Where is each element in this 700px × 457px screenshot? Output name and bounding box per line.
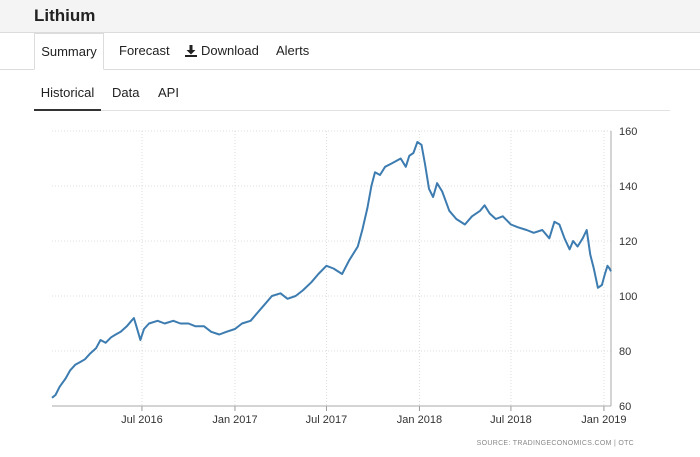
main-tabs: Summary Forecast Download Alerts (0, 33, 700, 70)
subtab-historical[interactable]: Historical (34, 76, 101, 111)
subtab-api-label: API (158, 85, 179, 100)
y-tick-label: 120 (619, 236, 637, 248)
subtab-data[interactable]: Data (112, 76, 139, 110)
subtab-historical-label: Historical (40, 85, 95, 100)
x-tick-label: Jul 2017 (306, 414, 348, 426)
x-tick-label: Jul 2018 (490, 414, 532, 426)
price-series-line (51, 141, 612, 399)
tab-download[interactable]: Download (185, 33, 259, 70)
y-tick-label: 80 (619, 346, 631, 358)
tab-alerts-label: Alerts (276, 43, 310, 58)
tab-download-label: Download (201, 43, 259, 58)
sub-tabs: Historical Data API (34, 76, 670, 111)
x-tick-label: Jan 2018 (397, 414, 442, 426)
subtab-data-label: Data (112, 85, 140, 100)
x-tick-label: Jan 2017 (212, 414, 257, 426)
tab-forecast-label: Forecast (119, 43, 170, 58)
tab-summary[interactable]: Summary (34, 33, 104, 70)
subtab-api[interactable]: API (158, 76, 179, 110)
tab-summary-label: Summary (41, 44, 97, 59)
y-tick-label: 160 (619, 126, 637, 138)
y-tick-label: 60 (619, 401, 631, 413)
x-tick-label: Jan 2019 (581, 414, 626, 426)
source-note: SOURCE: TRADINGECONOMICS.COM | OTC (476, 440, 634, 447)
y-tick-label: 140 (619, 181, 637, 193)
x-tick-label: Jul 2016 (121, 414, 163, 426)
tab-forecast[interactable]: Forecast (119, 33, 170, 70)
y-tick-label: 100 (619, 291, 637, 303)
download-icon (185, 45, 197, 57)
tab-alerts[interactable]: Alerts (276, 33, 309, 70)
page-title: Lithium (34, 6, 96, 25)
price-chart: 60 80 100 120 140 160 Jul 2016 Jan 2017 Jul 2017… (51, 126, 637, 426)
title-bar: Lithium (0, 0, 700, 33)
